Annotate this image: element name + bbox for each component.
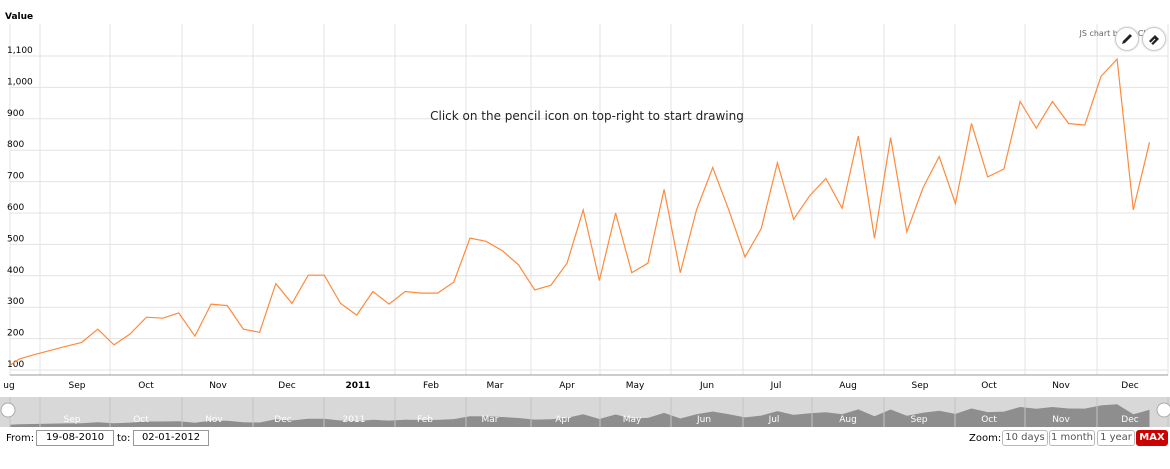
y-tick-label: 100 bbox=[7, 360, 24, 370]
x-tick-label: Apr bbox=[559, 381, 575, 391]
x-tick-label: Oct bbox=[138, 381, 154, 391]
chart-annotation: Click on the pencil icon on top-right to… bbox=[430, 109, 744, 123]
y-tick-label: 700 bbox=[7, 172, 24, 182]
horizontal-grid bbox=[10, 55, 1168, 371]
eraser-button[interactable] bbox=[1142, 27, 1166, 51]
scrollbar-label: Feb bbox=[417, 415, 433, 425]
scrollbar-label: Sep bbox=[911, 415, 928, 425]
scrollbar[interactable]: Sep Oct Nov Dec 2011 Feb Mar Apr May Jun Jul Aug Sep… bbox=[0, 397, 1170, 427]
zoom-1-month-button[interactable]: 1 month bbox=[1049, 430, 1095, 446]
scrollbar-label: Dec bbox=[1121, 415, 1138, 425]
scrollbar-label: Nov bbox=[205, 415, 223, 425]
from-label: From: bbox=[6, 433, 35, 444]
y-tick-label: 200 bbox=[7, 329, 24, 339]
scrollbar-label: 2011 bbox=[343, 415, 366, 425]
y-tick-label: 500 bbox=[7, 234, 24, 244]
scrollbar-label: May bbox=[623, 415, 642, 425]
scrollbar-label: Oct bbox=[133, 415, 149, 425]
y-tick-label: 900 bbox=[7, 109, 24, 119]
scrollbar-label: Jul bbox=[768, 415, 780, 425]
scrollbar-series-area bbox=[10, 404, 1150, 427]
zoom-label: Zoom: bbox=[969, 433, 1002, 444]
eraser-icon bbox=[1149, 35, 1159, 45]
zoom-max-button[interactable]: MAX bbox=[1136, 430, 1168, 446]
scrollbar-label: Apr bbox=[555, 415, 571, 425]
scrollbar-left-handle[interactable] bbox=[0, 402, 16, 418]
plot-background bbox=[10, 24, 1168, 375]
pencil-button[interactable] bbox=[1115, 27, 1139, 51]
x-tick-label: Aug bbox=[839, 381, 857, 391]
period-selector: From: 19-08-2010 to: 02-01-2012 Zoom: 10… bbox=[0, 428, 1170, 448]
y-tick-label: 600 bbox=[7, 203, 24, 213]
vertical-grid bbox=[9, 24, 1169, 375]
to-label: to: bbox=[117, 433, 131, 444]
x-tick-label: Mar bbox=[487, 381, 504, 391]
scrollbar-label: Sep bbox=[64, 415, 81, 425]
to-date-input[interactable]: 02-01-2012 bbox=[133, 430, 209, 446]
zoom-1-year-button[interactable]: 1 year bbox=[1097, 430, 1135, 446]
x-tick-label: ug bbox=[3, 381, 14, 391]
scrollbar-label: Nov bbox=[1052, 415, 1070, 425]
x-tick-label: Nov bbox=[209, 381, 227, 391]
x-tick-label: Sep bbox=[69, 381, 86, 391]
x-tick-label: Feb bbox=[423, 381, 439, 391]
x-tick-label: Sep bbox=[912, 381, 929, 391]
y-tick-label: 300 bbox=[7, 297, 24, 307]
scrollbar-labels: Sep Oct Nov Dec 2011 Feb Mar Apr May Jun Jul Aug Sep… bbox=[64, 415, 1139, 425]
y-tick-label: 400 bbox=[7, 266, 24, 276]
y-axis-title: Value bbox=[5, 12, 33, 22]
scrollbar-grid bbox=[9, 397, 1169, 427]
scrollbar-right-handle[interactable] bbox=[1156, 402, 1170, 418]
x-tick-label: Jun bbox=[699, 381, 714, 391]
pencil-icon bbox=[1122, 34, 1132, 44]
x-tick-label: Nov bbox=[1052, 381, 1070, 391]
x-tick-label: 2011 bbox=[345, 381, 370, 391]
series-line bbox=[9, 57, 1151, 366]
scrollbar-label: Aug bbox=[839, 415, 857, 425]
x-tick-label: Dec bbox=[278, 381, 295, 391]
x-tick-label: May bbox=[626, 381, 645, 391]
from-date-input[interactable]: 19-08-2010 bbox=[36, 430, 114, 446]
y-tick-label: 1,000 bbox=[7, 77, 33, 87]
scrollbar-label: Jun bbox=[696, 415, 711, 425]
scrollbar-label: Mar bbox=[482, 415, 499, 425]
scrollbar-label: Oct bbox=[981, 415, 997, 425]
plot-area: 100 200 300 400 500 600 700 800 900 1,000 1,100 ug… bbox=[3, 24, 1169, 391]
x-axis-ticks: ug Sep Oct Nov Dec 2011 Feb Mar Apr May Jun Jul Aug S… bbox=[3, 381, 1138, 391]
x-tick-label: Oct bbox=[981, 381, 997, 391]
y-axis-ticks: 100 200 300 400 500 600 700 800 900 1,000 1,100 bbox=[7, 46, 33, 370]
y-tick-label: 800 bbox=[7, 140, 24, 150]
scrollbar-label: Dec bbox=[274, 415, 291, 425]
zoom-10-days-button[interactable]: 10 days bbox=[1002, 430, 1048, 446]
x-tick-label: Jul bbox=[770, 381, 782, 391]
x-tick-label: Dec bbox=[1121, 381, 1138, 391]
y-tick-label: 1,100 bbox=[7, 46, 33, 56]
